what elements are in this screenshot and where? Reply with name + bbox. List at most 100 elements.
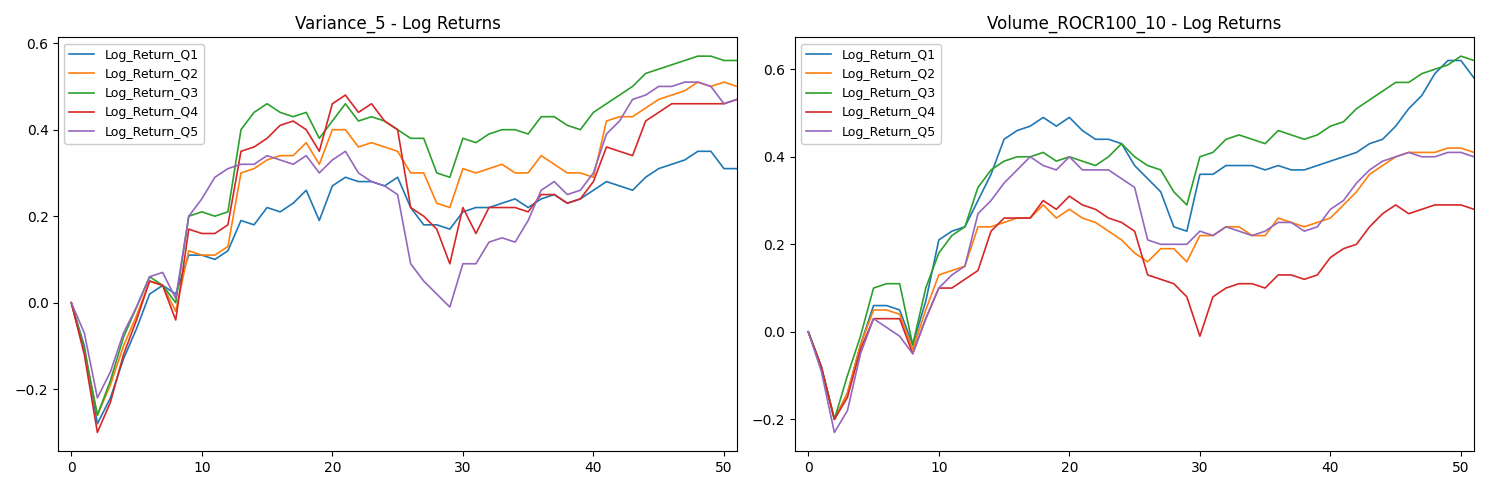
Log_Return_Q1 [1243, 163, 1261, 169]
Log_Return_Q2 [1217, 224, 1234, 230]
Title: Variance_5 - Log Returns: Variance_5 - Log Returns [295, 15, 500, 33]
Log_Return_Q1 [63, 300, 80, 306]
Log_Return_Q2 [1438, 145, 1456, 151]
Log_Return_Q5 [1217, 224, 1234, 230]
Log_Return_Q4 [1230, 281, 1248, 287]
Log_Return_Q2 [1243, 233, 1261, 239]
Log_Return_Q5 [728, 97, 746, 102]
Log_Return_Q2 [800, 329, 817, 335]
Log_Return_Q4 [865, 316, 883, 321]
Log_Return_Q1 [1465, 75, 1483, 81]
Log_Return_Q1 [128, 326, 146, 332]
Log_Return_Q5 [88, 395, 106, 401]
Log_Return_Q3 [88, 412, 106, 418]
Line: Log_Return_Q5: Log_Return_Q5 [809, 152, 1474, 433]
Log_Return_Q3 [1465, 58, 1483, 64]
Line: Log_Return_Q3: Log_Return_Q3 [71, 56, 737, 415]
Log_Return_Q1 [506, 196, 524, 202]
Log_Return_Q4 [337, 92, 354, 98]
Log_Return_Q3 [479, 131, 497, 137]
Log_Return_Q5 [1465, 154, 1483, 160]
Log_Return_Q2 [506, 170, 524, 176]
Log_Return_Q1 [825, 416, 843, 422]
Log_Return_Q3 [728, 57, 746, 63]
Log_Return_Q3 [800, 329, 817, 335]
Log_Return_Q3 [1047, 158, 1065, 164]
Log_Return_Q5 [310, 170, 328, 176]
Log_Return_Q3 [1126, 154, 1144, 160]
Log_Return_Q1 [88, 421, 106, 427]
Log_Return_Q4 [1060, 193, 1078, 199]
Log_Return_Q3 [389, 127, 406, 133]
Log_Return_Q4 [128, 317, 146, 323]
Log_Return_Q4 [520, 209, 538, 215]
Log_Return_Q2 [825, 416, 843, 422]
Log_Return_Q1 [310, 218, 328, 223]
Log_Return_Q3 [128, 304, 146, 310]
Line: Log_Return_Q4: Log_Return_Q4 [71, 95, 737, 433]
Log_Return_Q5 [676, 79, 694, 85]
Log_Return_Q4 [1178, 294, 1196, 300]
Log_Return_Q5 [1126, 184, 1144, 190]
Log_Return_Q4 [310, 148, 328, 154]
Log_Return_Q5 [479, 239, 497, 245]
Log_Return_Q5 [1400, 149, 1418, 155]
Log_Return_Q2 [88, 412, 106, 418]
Line: Log_Return_Q2: Log_Return_Q2 [809, 148, 1474, 419]
Log_Return_Q5 [506, 239, 524, 245]
Log_Return_Q1 [1217, 163, 1234, 169]
Log_Return_Q5 [800, 329, 817, 335]
Log_Return_Q3 [427, 170, 445, 176]
Log_Return_Q1 [689, 148, 707, 154]
Log_Return_Q1 [479, 205, 497, 211]
Log_Return_Q5 [427, 291, 445, 297]
Log_Return_Q5 [128, 304, 146, 310]
Log_Return_Q4 [1465, 206, 1483, 212]
Log_Return_Q1 [1438, 58, 1456, 64]
Log_Return_Q5 [825, 430, 843, 436]
Line: Log_Return_Q5: Log_Return_Q5 [71, 82, 737, 398]
Log_Return_Q2 [1126, 250, 1144, 256]
Line: Log_Return_Q1: Log_Return_Q1 [71, 151, 737, 424]
Title: Volume_ROCR100_10 - Log Returns: Volume_ROCR100_10 - Log Returns [987, 15, 1282, 33]
Log_Return_Q1 [800, 329, 817, 335]
Log_Return_Q5 [63, 300, 80, 306]
Log_Return_Q2 [728, 83, 746, 89]
Log_Return_Q4 [800, 329, 817, 335]
Log_Return_Q4 [1139, 272, 1157, 278]
Log_Return_Q4 [441, 261, 459, 267]
Line: Log_Return_Q4: Log_Return_Q4 [809, 196, 1474, 419]
Log_Return_Q2 [389, 148, 406, 154]
Log_Return_Q3 [1217, 136, 1234, 142]
Log_Return_Q5 [1243, 233, 1261, 239]
Log_Return_Q4 [493, 205, 511, 211]
Log_Return_Q3 [865, 285, 883, 291]
Log_Return_Q1 [1164, 224, 1182, 230]
Log_Return_Q2 [479, 166, 497, 171]
Log_Return_Q4 [825, 416, 843, 422]
Legend: Log_Return_Q1, Log_Return_Q2, Log_Return_Q3, Log_Return_Q4, Log_Return_Q5: Log_Return_Q1, Log_Return_Q2, Log_Return… [801, 44, 941, 144]
Log_Return_Q5 [865, 316, 883, 321]
Line: Log_Return_Q2: Log_Return_Q2 [71, 82, 737, 415]
Log_Return_Q5 [389, 192, 406, 197]
Log_Return_Q3 [689, 53, 707, 59]
Log_Return_Q4 [63, 300, 80, 306]
Log_Return_Q5 [1047, 167, 1065, 173]
Log_Return_Q2 [427, 200, 445, 206]
Log_Return_Q3 [825, 416, 843, 422]
Log_Return_Q4 [1257, 285, 1275, 291]
Log_Return_Q2 [128, 313, 146, 318]
Line: Log_Return_Q1: Log_Return_Q1 [809, 61, 1474, 419]
Log_Return_Q2 [689, 79, 707, 85]
Log_Return_Q2 [1047, 215, 1065, 221]
Line: Log_Return_Q3: Log_Return_Q3 [809, 56, 1474, 419]
Log_Return_Q2 [865, 307, 883, 313]
Log_Return_Q1 [865, 303, 883, 309]
Log_Return_Q4 [1047, 206, 1065, 212]
Log_Return_Q3 [506, 127, 524, 133]
Log_Return_Q2 [1164, 246, 1182, 252]
Log_Return_Q3 [1452, 53, 1470, 59]
Log_Return_Q2 [1465, 149, 1483, 155]
Log_Return_Q3 [63, 300, 80, 306]
Log_Return_Q2 [63, 300, 80, 306]
